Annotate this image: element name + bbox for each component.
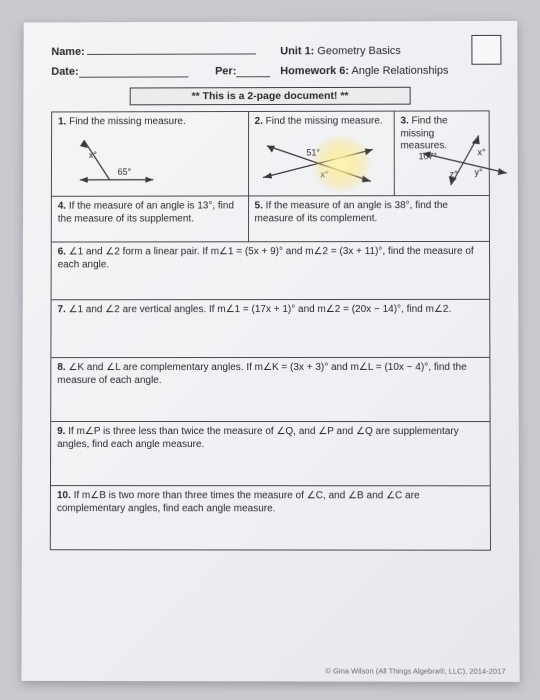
q2-a: 51° — [306, 148, 320, 159]
q9-num: 9. — [57, 426, 65, 437]
cell-q1: 1. Find the missing measure. x° 65° — [51, 111, 248, 196]
q4-num: 4. — [58, 201, 66, 212]
q1-text: Find the missing measure. — [69, 116, 186, 127]
cell-q7: 7. ∠1 and ∠2 are vertical angles. If m∠1… — [51, 299, 490, 357]
q6-num: 6. — [58, 246, 66, 257]
date-blank — [79, 67, 188, 78]
q2-figure — [253, 132, 383, 192]
q3-y: y° — [474, 167, 482, 178]
cell-q9: 9. If m∠P is three less than twice the m… — [50, 422, 490, 486]
worksheet-page: Name: Unit 1: Geometry Basics Date: Per:… — [21, 21, 519, 682]
cell-q4: 4. If the measure of an angle is 13°, fi… — [51, 196, 248, 242]
q6-text: ∠1 and ∠2 form a linear pair. If m∠1 = (… — [58, 246, 474, 270]
cell-q6: 6. ∠1 and ∠2 form a linear pair. If m∠1 … — [51, 241, 490, 299]
q9-text: If m∠P is three less than twice the meas… — [57, 426, 459, 450]
header-row1: Name: Unit 1: Geometry Basics — [51, 43, 489, 58]
q1-x: x° — [89, 150, 97, 161]
cell-q8: 8. ∠K and ∠L are complementary angles. I… — [51, 357, 490, 421]
cell-q5: 5. If the measure of an angle is 38°, fi… — [248, 196, 489, 242]
header-row2: Date: Per: Homework 6: Angle Relationshi… — [51, 65, 489, 78]
per-blank — [236, 66, 270, 77]
q2-text: Find the missing measure. — [266, 116, 383, 127]
unit-label: Unit 1: — [280, 45, 314, 57]
q2-x: x° — [320, 169, 328, 180]
q4-text: If the measure of an angle is 13°, find … — [58, 200, 234, 224]
name-label: Name: — [51, 46, 84, 58]
per-label: Per: — [215, 65, 236, 77]
q7-text: ∠1 and ∠2 are vertical angles. If m∠1 = … — [69, 304, 452, 315]
banner: ** This is a 2-page document! ** — [130, 87, 411, 106]
q2-num: 2. — [255, 116, 263, 127]
q1-deg: 65° — [118, 167, 132, 178]
q3-z: z° — [449, 169, 457, 180]
q10-text: If m∠B is two more than three times the … — [57, 490, 420, 514]
q10-num: 10. — [57, 490, 71, 501]
q3-x: x° — [477, 147, 485, 158]
q5-num: 5. — [255, 200, 263, 211]
cell-q2: 2. Find the missing measure. 51° x° — [248, 111, 394, 196]
hw-title: Angle Relationships — [351, 65, 448, 77]
name-blank — [87, 44, 256, 55]
cell-q10: 10. If m∠B is two more than three times … — [50, 486, 490, 551]
q3-a: 107° — [418, 151, 437, 162]
copyright: © Gina Wilson (All Things Algebra®, LLC)… — [325, 666, 505, 675]
q3-num: 3. — [400, 116, 408, 127]
cell-q3: 3. Find the missing measures. 107° x° z°… — [394, 111, 489, 196]
q7-num: 7. — [57, 304, 65, 315]
unit-title: Geometry Basics — [317, 45, 401, 57]
q5-text: If the measure of an angle is 38°, find … — [255, 200, 448, 224]
q8-num: 8. — [57, 362, 65, 373]
q1-num: 1. — [58, 116, 66, 127]
hw-label: Homework 6: — [280, 65, 349, 77]
date-label: Date: — [51, 66, 78, 78]
q8-text: ∠K and ∠L are complementary angles. If m… — [57, 362, 466, 386]
q1-figure — [62, 132, 162, 194]
checkbox-corner — [471, 35, 501, 65]
worksheet-table: 1. Find the missing measure. x° 65° 2. F… — [50, 110, 491, 550]
